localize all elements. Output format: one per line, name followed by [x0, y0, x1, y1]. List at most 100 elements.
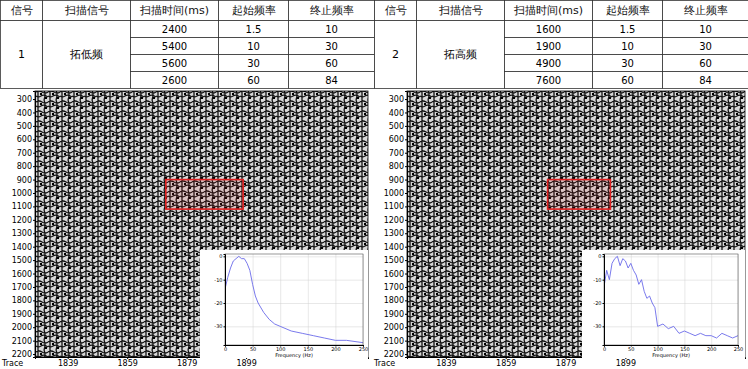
tick: 600 — [17, 135, 35, 144]
span-cell — [1, 21, 43, 89]
tick: 1900 — [12, 310, 35, 319]
tick-label: 1200 — [384, 216, 404, 225]
tick: -30 — [214, 323, 225, 329]
marks — [604, 256, 738, 338]
tick: 900 — [17, 176, 35, 185]
cell — [663, 21, 748, 38]
cell-value: 30 — [247, 58, 260, 69]
tick: 1879 — [177, 357, 197, 368]
grid-line — [308, 254, 309, 345]
tick-label: 1800 — [12, 296, 32, 305]
cell — [663, 55, 748, 72]
cell — [219, 72, 289, 89]
tick-mark — [405, 112, 407, 113]
axis-line — [605, 346, 739, 347]
tick-label: 1500 — [12, 256, 32, 265]
tick-mark — [405, 193, 407, 194]
tick-label: 1700 — [12, 283, 32, 292]
tick-label: 1200 — [12, 216, 32, 225]
tick-mark — [405, 220, 407, 221]
tick-mark — [33, 193, 35, 194]
tick-mark — [33, 354, 35, 355]
tick: 1100 — [384, 202, 407, 211]
grid-line — [604, 256, 738, 257]
tick-mark — [224, 326, 226, 327]
header-cell — [505, 1, 593, 21]
tick-label: 200 — [707, 346, 717, 352]
header-cell — [1, 1, 43, 21]
tick: -20 — [593, 300, 604, 306]
tick-label: 1839 — [58, 359, 78, 368]
tick: 250 — [734, 345, 744, 352]
tick-label: 1100 — [12, 202, 32, 211]
tick: 0 — [219, 253, 225, 259]
tick-label: -10 — [214, 277, 222, 283]
column-header: 扫描信号 — [64, 4, 109, 17]
tick: 700 — [17, 149, 35, 158]
grid-line — [658, 254, 659, 345]
header-cell — [43, 1, 131, 21]
inset-background — [200, 250, 368, 358]
header-cell — [593, 1, 663, 21]
tick: 700 — [389, 149, 407, 158]
plot-frame — [225, 254, 363, 345]
grid — [226, 254, 364, 345]
tick-label: 50 — [628, 346, 634, 352]
column-header: 终止频率 — [684, 4, 728, 17]
gather-image — [407, 91, 745, 357]
tick-label: 400 — [17, 109, 32, 118]
tick-label: 2200 — [12, 350, 32, 359]
tick-mark — [405, 139, 407, 140]
cell — [289, 72, 375, 89]
tick: -10 — [214, 277, 225, 283]
grid-line — [225, 326, 363, 327]
grid-line — [280, 254, 281, 345]
tick-label: 1839 — [436, 359, 456, 368]
seismic-panel: 3004005006007008009001000110012001300140… — [1, 91, 369, 368]
analysis-window — [166, 180, 243, 210]
cell-value: 30 — [699, 41, 712, 52]
cell — [131, 21, 219, 38]
tick: 400 — [389, 109, 407, 118]
tick: 1300 — [384, 229, 407, 238]
cell — [289, 38, 375, 55]
tick: 800 — [389, 162, 407, 171]
tick: 1400 — [12, 243, 35, 252]
cell-value: 10 — [325, 24, 338, 35]
tick-label: 300 — [389, 95, 404, 104]
x-axis-title: Trace — [1, 359, 23, 368]
tick-label: 1900 — [384, 310, 404, 319]
axis-line — [405, 92, 408, 358]
tick: 1200 — [12, 216, 35, 225]
signal-id: 2 — [392, 48, 399, 61]
tick-label: -30 — [593, 323, 601, 329]
tick: 1400 — [384, 243, 407, 252]
tick-mark — [405, 99, 407, 100]
header-cell — [375, 1, 417, 21]
tick-label: 1900 — [12, 310, 32, 319]
tick: 300 — [389, 95, 407, 104]
tick-label: 500 — [389, 122, 404, 131]
tick-label: 250 — [359, 346, 369, 352]
inset-background — [582, 250, 745, 358]
cell — [593, 55, 663, 72]
tick-mark — [405, 247, 407, 248]
grid — [225, 257, 363, 327]
header-cell — [663, 1, 748, 21]
x-axis-title: Trace — [373, 359, 395, 368]
tick-mark — [33, 206, 35, 207]
marks — [166, 180, 243, 210]
tick: 1100 — [12, 202, 35, 211]
tick: 1839 — [58, 357, 78, 368]
tick: 1700 — [12, 283, 35, 292]
tick: 2000 — [12, 323, 35, 332]
tick-mark — [33, 153, 35, 154]
tick: -30 — [593, 323, 604, 329]
tick-label: 600 — [389, 135, 404, 144]
cell — [219, 55, 289, 72]
tick-mark — [405, 233, 407, 234]
tick: 50 — [250, 345, 256, 352]
tick: 1879 — [556, 357, 576, 368]
tick-label: 50 — [250, 346, 256, 352]
tick-label: 2100 — [12, 337, 32, 346]
